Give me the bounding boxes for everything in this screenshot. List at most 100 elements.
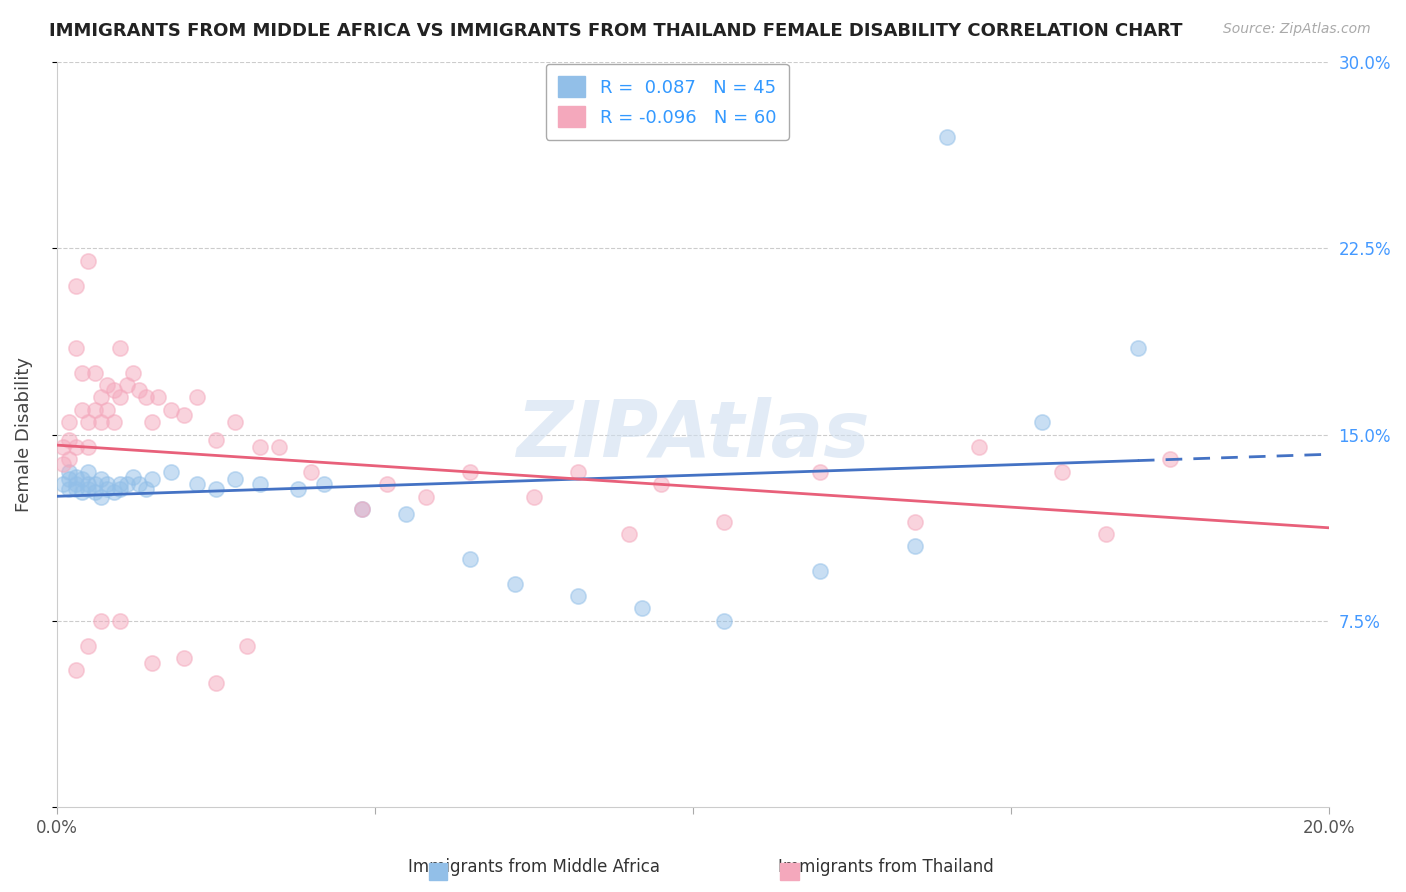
Point [58, 482, 80, 496]
Point [1050, 465, 1073, 479]
Point [148, 390, 170, 404]
Point [204, 433, 226, 447]
Point [350, 502, 373, 516]
Point [77, 465, 100, 479]
Point [808, 564, 831, 578]
Point [90, 390, 112, 404]
Point [103, 383, 125, 397]
Point [617, 527, 640, 541]
Point [58, 472, 80, 486]
Point [96, 402, 118, 417]
Point [173, 408, 195, 422]
Point [375, 477, 398, 491]
Point [287, 482, 309, 496]
Point [299, 465, 322, 479]
Point [523, 490, 546, 504]
Point [503, 576, 526, 591]
Point [65, 664, 87, 678]
Point [90, 490, 112, 504]
Point [115, 378, 138, 392]
Point [77, 440, 100, 454]
Point [350, 502, 373, 516]
Point [967, 440, 990, 454]
Point [713, 515, 735, 529]
Point [236, 639, 259, 653]
Point [141, 656, 163, 670]
Point [77, 415, 100, 429]
Point [141, 415, 163, 429]
Point [65, 440, 87, 454]
Point [160, 402, 183, 417]
Point [96, 378, 118, 392]
Text: Source: ZipAtlas.com: Source: ZipAtlas.com [1223, 22, 1371, 37]
Point [110, 390, 132, 404]
Point [122, 366, 145, 380]
Point [141, 472, 163, 486]
Point [110, 614, 132, 628]
Point [567, 465, 589, 479]
Point [1031, 415, 1053, 429]
Point [458, 551, 481, 566]
Point [135, 482, 157, 496]
Point [630, 601, 652, 615]
Legend: R =  0.087   N = 45, R = -0.096   N = 60: R = 0.087 N = 45, R = -0.096 N = 60 [546, 63, 789, 140]
Point [90, 415, 112, 429]
Point [186, 477, 208, 491]
Text: IMMIGRANTS FROM MIDDLE AFRICA VS IMMIGRANTS FROM THAILAND FEMALE DISABILITY CORR: IMMIGRANTS FROM MIDDLE AFRICA VS IMMIGRA… [49, 22, 1182, 40]
Point [96, 477, 118, 491]
Point [52, 477, 75, 491]
Point [70, 472, 93, 486]
Point [110, 341, 132, 355]
Point [269, 440, 291, 454]
Point [936, 129, 959, 144]
Point [58, 452, 80, 467]
Text: ZIPAtlas: ZIPAtlas [516, 397, 869, 473]
Y-axis label: Female Disability: Female Disability [15, 357, 32, 512]
Point [65, 470, 87, 484]
Point [249, 440, 271, 454]
Point [77, 639, 100, 653]
Point [65, 482, 87, 496]
Point [1095, 527, 1118, 541]
Point [77, 482, 100, 496]
Point [160, 465, 183, 479]
Point [204, 676, 226, 690]
Point [65, 477, 87, 491]
Point [70, 484, 93, 499]
Point [224, 472, 246, 486]
Point [128, 383, 150, 397]
Point [90, 472, 112, 486]
Point [204, 482, 226, 496]
Point [83, 484, 105, 499]
Point [52, 458, 75, 472]
Point [650, 477, 672, 491]
Point [458, 465, 481, 479]
Point [103, 415, 125, 429]
Point [83, 477, 105, 491]
Point [395, 507, 418, 521]
Text: Immigrants from Thailand: Immigrants from Thailand [778, 858, 994, 876]
Point [110, 482, 132, 496]
Point [904, 539, 927, 553]
Point [65, 341, 87, 355]
Point [52, 440, 75, 454]
Point [83, 402, 105, 417]
Point [249, 477, 271, 491]
Point [128, 477, 150, 491]
Point [904, 515, 927, 529]
Point [122, 470, 145, 484]
Point [312, 477, 335, 491]
Point [713, 614, 735, 628]
Point [70, 402, 93, 417]
Point [83, 366, 105, 380]
Point [70, 366, 93, 380]
Point [65, 278, 87, 293]
Point [96, 482, 118, 496]
Point [58, 465, 80, 479]
Point [90, 614, 112, 628]
Point [58, 415, 80, 429]
Point [77, 477, 100, 491]
Point [186, 390, 208, 404]
Point [415, 490, 437, 504]
Point [135, 390, 157, 404]
